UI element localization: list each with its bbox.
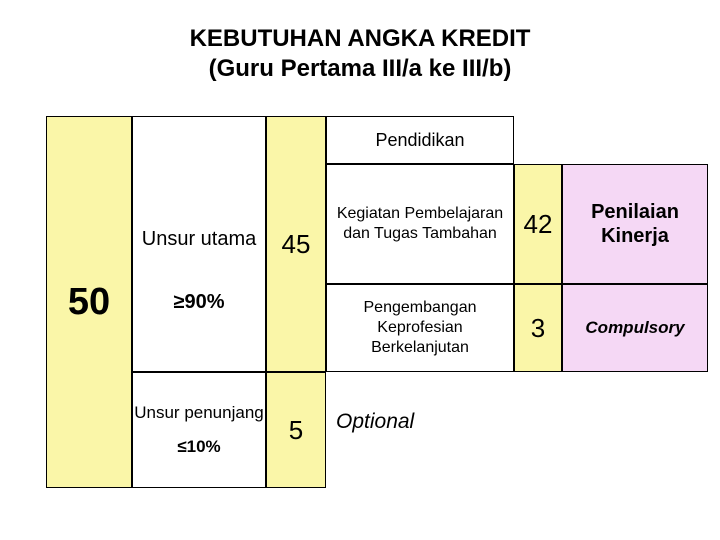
cell-pengembangan: Pengembangan Keprofesian Berkelanjutan (326, 284, 514, 372)
label-pengembangan: Pengembangan Keprofesian Berkelanjutan (327, 298, 513, 358)
text-unsur-penunjang: Unsur penunjang (134, 403, 263, 422)
label-penilaian: Penilaian Kinerja (563, 200, 707, 248)
title-line2: (Guru Pertama III/a ke III/b) (209, 55, 512, 82)
label-unsur-utama: Unsur utama (142, 175, 257, 251)
label-optional: Optional (336, 410, 414, 434)
cell-kegiatan: Kegiatan Pembelajaran dan Tugas Tambahan (326, 164, 514, 284)
cell-total-50: 50 (46, 116, 132, 488)
value-3: 3 (531, 313, 545, 344)
value-42: 42 (524, 209, 553, 240)
label-pendidikan: Pendidikan (375, 130, 464, 151)
cell-45: 45 (266, 116, 326, 372)
cell-unsur-utama: Unsur utama ≥90% (132, 116, 266, 372)
slide-title: KEBUTUHAN ANGKA KREDIT (Guru Pertama III… (0, 0, 720, 102)
value-50: 50 (68, 281, 110, 324)
cell-compulsory: Compulsory (562, 284, 708, 372)
value-5: 5 (289, 415, 303, 446)
label-90pct: ≥90% (173, 291, 224, 314)
cell-pendidikan: Pendidikan (326, 116, 514, 164)
label-kegiatan: Kegiatan Pembelajaran dan Tugas Tambahan (327, 204, 513, 244)
label-unsur-penunjang: Unsur penunjang (134, 403, 263, 423)
cell-optional: Optional (336, 392, 516, 452)
value-45: 45 (282, 229, 311, 260)
label-10pct: ≤10% (177, 437, 220, 457)
cell-3: 3 (514, 284, 562, 372)
cell-5: 5 (266, 372, 326, 488)
credit-diagram: 50 Unsur utama ≥90% Unsur penunjang ≤10%… (46, 116, 674, 488)
cell-42: 42 (514, 164, 562, 284)
title-line1: KEBUTUHAN ANGKA KREDIT (190, 25, 531, 52)
cell-unsur-penunjang: Unsur penunjang ≤10% (132, 372, 266, 488)
cell-penilaian: Penilaian Kinerja (562, 164, 708, 284)
text-unsur-utama: Unsur utama (142, 228, 257, 250)
label-compulsory: Compulsory (585, 318, 684, 338)
